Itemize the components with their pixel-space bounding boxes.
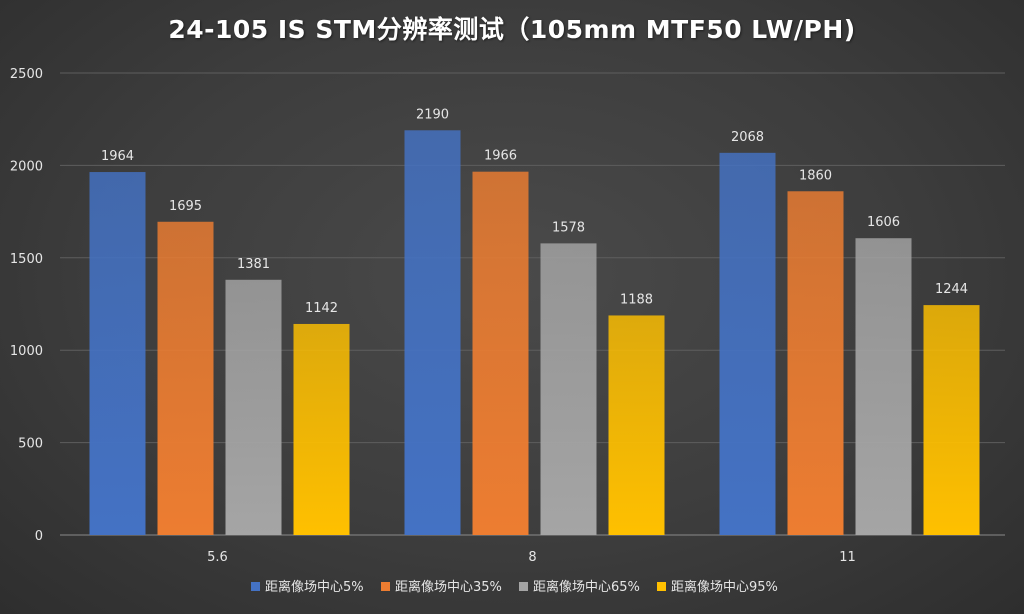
legend-label-series-1: 距离像场中心5% (265, 579, 364, 595)
bar-5-6-series-4 (293, 323, 350, 535)
y-tick-label-2500: 2500 (10, 67, 43, 82)
data-label-11-series-2: 1860 (799, 168, 832, 183)
bar-5-6-series-1 (89, 172, 146, 535)
legend-swatch-series-4 (657, 582, 666, 591)
bar-11-series-2 (787, 191, 844, 535)
y-tick-label-0: 0 (35, 529, 43, 544)
data-label-8-series-2: 1966 (484, 149, 517, 164)
y-tick-label-1000: 1000 (10, 344, 43, 359)
bar-8-series-2 (472, 171, 529, 535)
data-label-8-series-3: 1578 (552, 220, 585, 235)
data-label-5-6-series-3: 1381 (237, 257, 270, 272)
x-tick-label-11: 11 (839, 550, 856, 565)
data-label-11-series-1: 2068 (731, 130, 764, 145)
x-tick-label-5-6: 5.6 (207, 550, 228, 565)
legend: 距离像场中心5% 距离像场中心35% 距离像场中心65% 距离像场中心95% (251, 579, 778, 595)
legend-swatch-series-3 (519, 582, 528, 591)
y-tick-label-500: 500 (18, 437, 43, 452)
bars (89, 130, 980, 536)
data-label-8-series-1: 2190 (416, 107, 449, 122)
gridlines (60, 72, 1005, 444)
chart-title: 24-105 IS STM分辨率测试（105mm MTF50 LW/PH) (168, 15, 856, 44)
y-tick-label-1500: 1500 (10, 252, 43, 267)
bar-8-series-1 (404, 130, 461, 535)
data-label-8-series-4: 1188 (620, 292, 653, 307)
y-tick-label-2000: 2000 (10, 159, 43, 174)
data-label-5-6-series-1: 1964 (101, 149, 134, 164)
bar-8-series-3 (540, 243, 597, 535)
data-label-11-series-4: 1244 (935, 282, 968, 297)
bar-11-series-3 (855, 238, 912, 536)
bar-5-6-series-2 (157, 221, 214, 536)
data-label-5-6-series-2: 1695 (169, 199, 202, 214)
data-label-11-series-3: 1606 (867, 215, 900, 230)
data-labels: 1964 1695 1381 1142 2190 1966 1578 1188 2068 1860… (101, 107, 968, 316)
bar-5-6-series-3 (225, 279, 282, 535)
bar-11-series-4 (923, 305, 980, 535)
legend-label-series-3: 距离像场中心65% (533, 579, 640, 595)
legend-swatch-series-2 (381, 582, 390, 591)
axes: 0 500 1000 1500 2000 2500 5.6 8 11 (10, 67, 1005, 565)
legend-label-series-2: 距离像场中心35% (395, 579, 502, 595)
bar-11-series-1 (719, 152, 776, 535)
data-label-5-6-series-4: 1142 (305, 301, 338, 316)
legend-swatch-series-1 (251, 582, 260, 591)
bar-8-series-4 (608, 315, 665, 535)
legend-label-series-4: 距离像场中心95% (671, 579, 778, 595)
x-tick-label-8: 8 (528, 550, 536, 565)
